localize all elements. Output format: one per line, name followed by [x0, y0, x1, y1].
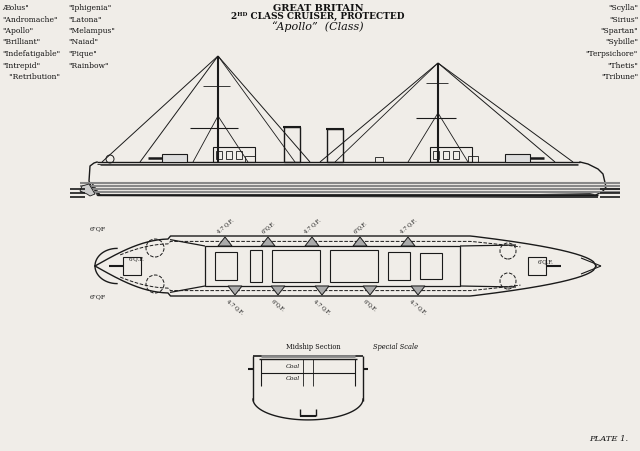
Text: 6"QF: 6"QF: [90, 294, 106, 299]
Bar: [272, 250, 320, 282]
Bar: [468, 156, 478, 162]
Text: 6"Q.F.: 6"Q.F.: [270, 298, 285, 312]
Text: Midship Section: Midship Section: [285, 343, 340, 351]
Polygon shape: [261, 237, 275, 246]
Text: "Naiad": "Naiad": [68, 38, 98, 46]
Text: "Retribution": "Retribution": [2, 73, 60, 81]
Polygon shape: [315, 286, 329, 295]
Bar: [330, 250, 378, 282]
Bar: [213, 147, 255, 162]
Text: "Iphigenia": "Iphigenia": [68, 4, 111, 12]
Text: 4.7 Q.F.: 4.7 Q.F.: [399, 217, 417, 234]
Bar: [284, 127, 300, 162]
Text: 6"Q.F.: 6"Q.F.: [353, 220, 367, 234]
Text: 4.7 Q.F.: 4.7 Q.F.: [409, 298, 428, 315]
Bar: [443, 151, 449, 159]
Text: "Apollo": "Apollo": [2, 27, 33, 35]
Polygon shape: [363, 286, 377, 295]
Text: 6’Q.F.: 6’Q.F.: [538, 259, 554, 264]
Text: "Latona": "Latona": [68, 15, 102, 23]
Bar: [430, 147, 472, 162]
Bar: [245, 156, 255, 162]
Polygon shape: [401, 237, 415, 246]
Text: "Andromache": "Andromache": [2, 15, 58, 23]
Text: GREAT BRITAIN: GREAT BRITAIN: [273, 4, 364, 13]
Bar: [162, 154, 187, 162]
Text: "Spartan": "Spartan": [600, 27, 638, 35]
Bar: [236, 151, 242, 159]
Text: "Indefatigable": "Indefatigable": [2, 50, 60, 58]
Text: "Pique": "Pique": [68, 50, 97, 58]
Bar: [205, 246, 460, 286]
Bar: [250, 250, 262, 282]
Text: "Thetis": "Thetis": [607, 61, 638, 69]
Text: "Melampus": "Melampus": [68, 27, 115, 35]
Text: Coal: Coal: [286, 377, 300, 382]
Text: 4.7 Q.F.: 4.7 Q.F.: [216, 217, 234, 234]
Bar: [327, 129, 343, 162]
Polygon shape: [218, 237, 232, 246]
Bar: [505, 154, 530, 162]
Polygon shape: [305, 237, 319, 246]
Text: 4.7 Q.F.: 4.7 Q.F.: [303, 217, 321, 234]
Bar: [433, 151, 439, 159]
Text: 6"Q.F.: 6"Q.F.: [362, 298, 378, 312]
Bar: [226, 151, 232, 159]
Polygon shape: [92, 182, 598, 198]
Text: "Sirius": "Sirius": [609, 15, 638, 23]
Polygon shape: [411, 286, 425, 295]
Text: “Apollo”  (Class): “Apollo” (Class): [272, 21, 364, 32]
Text: Æolus": Æolus": [2, 4, 29, 12]
Text: "Intrepid": "Intrepid": [2, 61, 40, 69]
Text: 4.7 Q.F.: 4.7 Q.F.: [313, 298, 332, 315]
Text: PLATE 1.: PLATE 1.: [589, 435, 628, 443]
Text: "Brilliant": "Brilliant": [2, 38, 40, 46]
Polygon shape: [271, 286, 285, 295]
Text: 2ᴴᴰ CLASS CRUISER, PROTECTED: 2ᴴᴰ CLASS CRUISER, PROTECTED: [231, 12, 404, 21]
Text: Special Scale: Special Scale: [373, 343, 418, 351]
Polygon shape: [228, 286, 242, 295]
Text: "Sybille": "Sybille": [605, 38, 638, 46]
Text: 6"Q.F.: 6"Q.F.: [260, 220, 276, 234]
Bar: [453, 151, 459, 159]
Text: 6"QF: 6"QF: [90, 226, 106, 231]
Bar: [528, 257, 546, 275]
Text: "Scylla": "Scylla": [608, 4, 638, 12]
Text: 4.7 Q.F.: 4.7 Q.F.: [226, 298, 244, 315]
Text: Coal: Coal: [286, 364, 300, 368]
Polygon shape: [80, 184, 95, 196]
Bar: [215, 252, 237, 280]
Bar: [420, 253, 442, 279]
Polygon shape: [353, 237, 367, 246]
Text: "Tribune": "Tribune": [601, 73, 638, 81]
Bar: [388, 252, 410, 280]
Text: "Terpsichore": "Terpsichore": [586, 50, 638, 58]
Bar: [123, 257, 141, 275]
Bar: [375, 157, 383, 162]
Text: "Rainbow": "Rainbow": [68, 61, 109, 69]
Text: 6’Q.F.: 6’Q.F.: [129, 256, 145, 261]
Bar: [216, 151, 222, 159]
